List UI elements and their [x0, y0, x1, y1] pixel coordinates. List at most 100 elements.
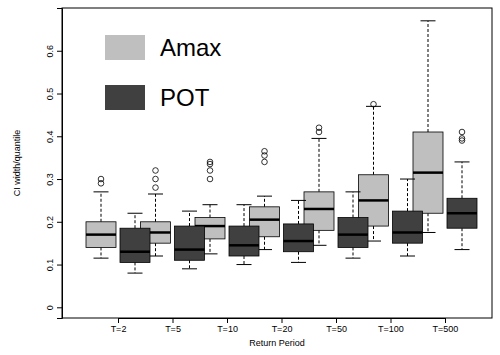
whisker-low	[298, 252, 299, 263]
whisker-high	[189, 211, 190, 226]
x-tick-mark	[391, 318, 392, 323]
y-tick: 0.1	[45, 259, 62, 272]
median	[175, 248, 205, 251]
y-tick-mark	[57, 51, 62, 52]
x-tick-label: T=10	[217, 324, 238, 334]
series-1	[120, 129, 477, 273]
whisker-high	[428, 21, 429, 132]
whisker-low	[264, 237, 265, 250]
y-tick-label: 0.4	[45, 131, 55, 144]
whisker-low	[101, 247, 102, 258]
x-axis-title: Return Period	[249, 338, 305, 348]
box-body	[120, 228, 150, 262]
y-tick-mark	[57, 136, 62, 137]
whisker-low	[373, 226, 374, 241]
y-tick-mark	[57, 307, 62, 308]
y-tick-mark	[57, 265, 62, 266]
whisker-high	[264, 196, 265, 207]
y-tick: 0	[45, 305, 62, 310]
whisker-cap-high	[455, 161, 470, 162]
y-tick: 0.6	[45, 45, 62, 58]
x-tick-mark	[227, 318, 228, 323]
box-body	[284, 224, 314, 252]
box-body	[447, 198, 477, 228]
whisker-high	[407, 179, 408, 211]
outlier	[262, 148, 268, 154]
whisker-high	[101, 192, 102, 222]
y-tick-mark	[57, 179, 62, 180]
whisker-cap-low	[291, 262, 306, 263]
whisker-low	[353, 247, 354, 258]
box	[393, 179, 423, 256]
median	[359, 199, 389, 202]
whisker-high	[244, 205, 245, 226]
x-axis: T=2 T=5 T=10 T=20 T=50 T=100 T=500	[111, 318, 459, 334]
whisker-low	[135, 262, 136, 273]
y-tick: 0.2	[45, 216, 62, 229]
box-body	[393, 211, 423, 243]
whisker-cap-high	[128, 213, 143, 214]
median	[393, 231, 423, 234]
chart: 0 0.1 0.2 0.3 0.4 0.5 0.6 T=2 T=5 T=10 T=20 T=50 T=1…	[0, 0, 500, 355]
legend-label: POT	[160, 84, 210, 111]
whisker-high	[353, 192, 354, 218]
outlier	[207, 176, 213, 182]
y-tick-label: 0.3	[45, 173, 55, 186]
whisker-cap-low	[94, 258, 109, 259]
x-tick-label: T=2	[111, 324, 127, 334]
outlier	[207, 168, 213, 174]
outlier	[153, 185, 159, 191]
whisker-cap-low	[182, 268, 197, 269]
whisker-high	[319, 138, 320, 191]
whisker-low	[407, 243, 408, 256]
whisker-cap-high	[203, 204, 218, 205]
legend-swatch	[105, 85, 145, 110]
whisker-cap-high	[94, 191, 109, 192]
y-tick-label: 0.5	[45, 88, 55, 101]
x-tick: T=5	[165, 318, 181, 334]
median	[250, 218, 280, 221]
whisker-cap-high	[257, 196, 272, 197]
x-tick-mark	[173, 318, 174, 323]
median	[229, 244, 259, 247]
box-body	[413, 132, 443, 213]
plot-area	[86, 21, 477, 273]
whisker-high	[155, 194, 156, 222]
whisker-cap-high	[312, 138, 327, 139]
box	[175, 211, 205, 269]
whisker-cap-high	[421, 20, 436, 21]
whisker-low	[244, 256, 245, 265]
box	[120, 213, 150, 273]
y-tick-label: 0.6	[45, 45, 55, 58]
whisker-cap-high	[346, 191, 361, 192]
whisker-cap-low	[237, 264, 252, 265]
x-tick-label: T=5	[165, 324, 181, 334]
y-tick-label: 0.2	[45, 216, 55, 229]
whisker-cap-low	[400, 256, 415, 257]
whisker-high	[373, 106, 374, 174]
whisker-low	[319, 230, 320, 245]
box	[284, 200, 314, 262]
median	[284, 240, 314, 243]
x-tick-label: T=20	[272, 324, 293, 334]
box	[413, 21, 443, 233]
x-tick-label: T=50	[326, 324, 347, 334]
x-tick-label: T=100	[378, 324, 404, 334]
median	[304, 208, 334, 211]
box-body	[229, 226, 259, 256]
x-tick: T=50	[326, 318, 347, 334]
outlier	[459, 136, 465, 142]
y-tick-mark	[57, 94, 62, 95]
plot-frame	[62, 8, 492, 318]
outlier	[207, 159, 213, 165]
box	[86, 176, 116, 258]
box-body	[175, 226, 205, 260]
median	[120, 250, 150, 253]
whisker-high	[210, 205, 211, 218]
x-tick: T=100	[378, 318, 404, 334]
whisker-cap-high	[237, 204, 252, 205]
box	[447, 129, 477, 249]
outlier	[316, 125, 322, 131]
x-tick-label: T=500	[433, 324, 459, 334]
legend-swatch	[105, 35, 145, 60]
